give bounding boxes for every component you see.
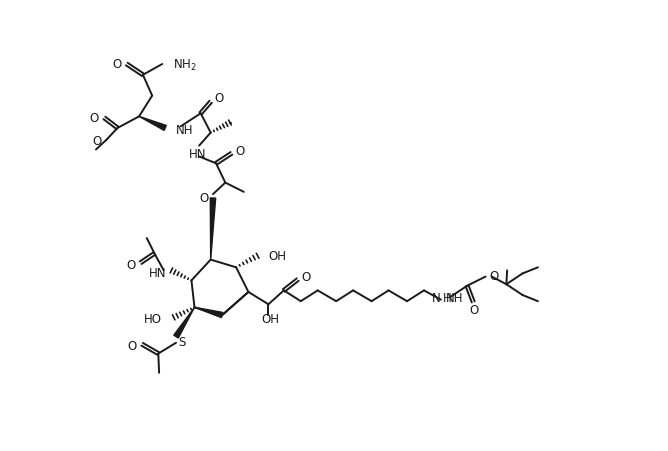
- Text: OH: OH: [261, 312, 279, 325]
- Text: O: O: [235, 144, 244, 157]
- Text: OH: OH: [269, 250, 287, 262]
- Text: O: O: [199, 192, 208, 205]
- Text: NH: NH: [446, 291, 464, 304]
- Text: S: S: [178, 335, 186, 348]
- Text: O: O: [214, 92, 224, 105]
- Text: N: N: [432, 291, 440, 304]
- Text: O: O: [126, 258, 135, 271]
- Text: O: O: [90, 112, 99, 125]
- Text: O: O: [92, 134, 102, 147]
- Text: NH: NH: [176, 124, 194, 137]
- Polygon shape: [210, 198, 216, 260]
- Text: HN: HN: [149, 267, 167, 280]
- Text: O: O: [490, 269, 499, 282]
- Text: HN: HN: [189, 147, 206, 161]
- Text: O: O: [112, 58, 122, 71]
- Polygon shape: [139, 117, 166, 131]
- Text: O: O: [128, 340, 137, 353]
- Text: O: O: [470, 304, 479, 317]
- Polygon shape: [194, 308, 223, 318]
- Text: O: O: [301, 271, 311, 283]
- Polygon shape: [174, 308, 194, 338]
- Text: H: H: [442, 291, 451, 304]
- Text: HO: HO: [144, 312, 162, 325]
- Text: NH$_2$: NH$_2$: [173, 57, 197, 73]
